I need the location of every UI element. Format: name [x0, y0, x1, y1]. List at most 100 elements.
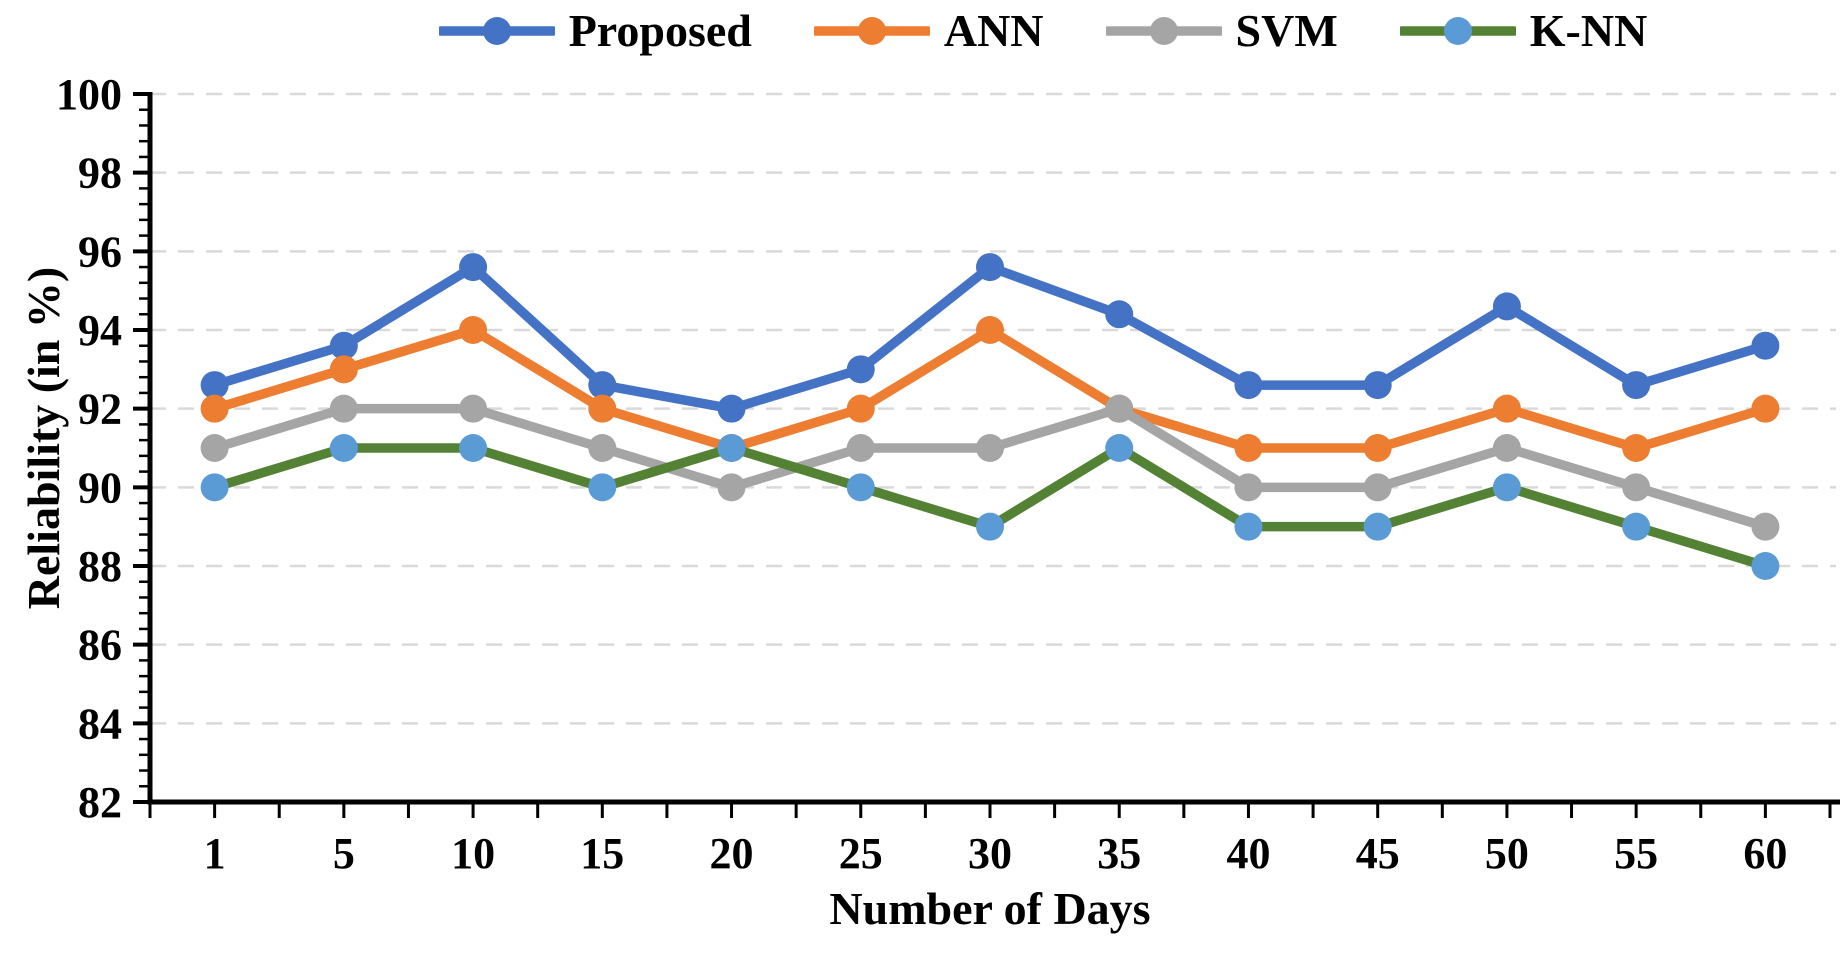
legend-label: Proposed [568, 5, 752, 56]
x-tick-label: 55 [1614, 829, 1658, 878]
data-point-marker [717, 473, 746, 502]
legend-dot [1443, 16, 1472, 45]
series-line [209, 403, 1771, 532]
y-tick-label: 88 [78, 542, 122, 591]
legend-marker-icon [438, 16, 555, 45]
data-point-marker [200, 371, 229, 400]
y-tick-label: 82 [78, 778, 122, 827]
legend-label: ANN [943, 5, 1044, 56]
legend-label: SVM [1235, 5, 1338, 56]
data-point-marker [588, 371, 617, 400]
legend-label: K-NN [1529, 5, 1648, 56]
legend-item-ann: ANN [813, 4, 1044, 57]
legend-item-svm: SVM [1105, 4, 1338, 57]
x-tick-label: 1 [204, 829, 226, 878]
data-point-marker [1234, 371, 1263, 400]
series-line [209, 325, 1771, 453]
data-point-marker [1622, 473, 1651, 502]
legend-dot [1149, 16, 1178, 45]
legend-item-proposed: Proposed [438, 4, 752, 57]
y-tick-label: 98 [78, 149, 122, 198]
series-k-nn [200, 434, 1780, 580]
data-point-marker [459, 434, 488, 462]
data-point-marker [588, 434, 617, 462]
y-tick-label: 84 [78, 699, 122, 748]
gridlines [150, 92, 1836, 725]
data-point-marker [717, 434, 746, 462]
y-tick-label: 86 [78, 621, 122, 670]
series-svm [200, 394, 1780, 541]
y-tick-label: 92 [78, 385, 122, 434]
x-tick-label: 5 [333, 829, 355, 878]
data-point-marker [329, 331, 358, 360]
data-point-marker [1622, 512, 1651, 541]
x-tick-label: 25 [839, 829, 883, 878]
data-point-marker [329, 355, 358, 384]
data-point-marker [1492, 394, 1521, 423]
x-tick-label: 20 [710, 829, 754, 878]
data-point-marker [1105, 434, 1134, 462]
x-axis-title: Number of Days [829, 883, 1151, 934]
data-point-marker [1363, 512, 1392, 541]
legend-dot [482, 16, 511, 45]
y-axis-ticks [133, 92, 150, 804]
data-point-marker [329, 434, 358, 462]
chart-legend: Proposed ANN SVM K-NN [0, 4, 1846, 57]
data-point-marker [1751, 394, 1780, 423]
data-point-marker [976, 253, 1004, 282]
data-point-marker [200, 394, 229, 423]
data-point-marker [588, 394, 617, 423]
data-point-marker [459, 394, 488, 423]
data-point-marker [1751, 552, 1780, 580]
data-point-marker [1751, 512, 1780, 541]
data-point-marker [846, 355, 875, 384]
data-point-marker [717, 394, 746, 423]
legend-marker-icon [813, 16, 930, 45]
data-point-marker [329, 394, 358, 423]
data-point-marker [459, 253, 488, 282]
data-point-marker [1622, 434, 1651, 462]
data-point-marker [1363, 371, 1392, 400]
legend-marker-icon [1105, 16, 1222, 45]
x-tick-label: 30 [968, 829, 1012, 878]
x-tick-label: 40 [1226, 829, 1270, 878]
data-point-marker [976, 512, 1004, 541]
legend-dot [857, 16, 886, 45]
data-point-marker [588, 473, 617, 502]
data-point-marker [1492, 473, 1521, 502]
data-point-marker [459, 316, 488, 344]
x-tick-label: 45 [1356, 829, 1400, 878]
data-point-marker [846, 394, 875, 423]
x-tick-labels: 1 5 10 15 20 25 30 35 40 45 50 55 60 [204, 829, 1788, 878]
x-tick-label: 50 [1485, 829, 1529, 878]
y-tick-label: 96 [78, 227, 122, 276]
x-tick-label: 10 [451, 829, 495, 878]
series-line [209, 443, 1771, 571]
data-point-marker [846, 434, 875, 462]
y-tick-label: 100 [56, 70, 122, 119]
x-tick-label: 35 [1097, 829, 1141, 878]
data-point-marker [1105, 394, 1134, 423]
data-point-marker [1234, 473, 1263, 502]
data-point-marker [1492, 292, 1521, 321]
data-point-marker [1751, 331, 1780, 360]
data-point-marker [1622, 371, 1651, 400]
axes [147, 92, 1840, 805]
series-proposed [200, 253, 1780, 423]
x-tick-label: 60 [1743, 829, 1787, 878]
data-point-marker [1363, 434, 1392, 462]
data-point-marker [1105, 300, 1134, 329]
y-tick-labels: 82 84 86 88 90 92 94 96 98 100 [56, 70, 122, 827]
data-point-marker [846, 473, 875, 502]
data-point-marker [976, 316, 1004, 344]
data-point-marker [1492, 434, 1521, 462]
x-axis-ticks [148, 802, 1832, 818]
y-axis-title: Reliability (in %) [18, 266, 69, 610]
y-tick-label: 94 [78, 306, 122, 355]
data-point-marker [200, 473, 229, 502]
data-point-marker [200, 434, 229, 462]
x-tick-label: 15 [580, 829, 624, 878]
data-point-marker [1234, 434, 1263, 462]
